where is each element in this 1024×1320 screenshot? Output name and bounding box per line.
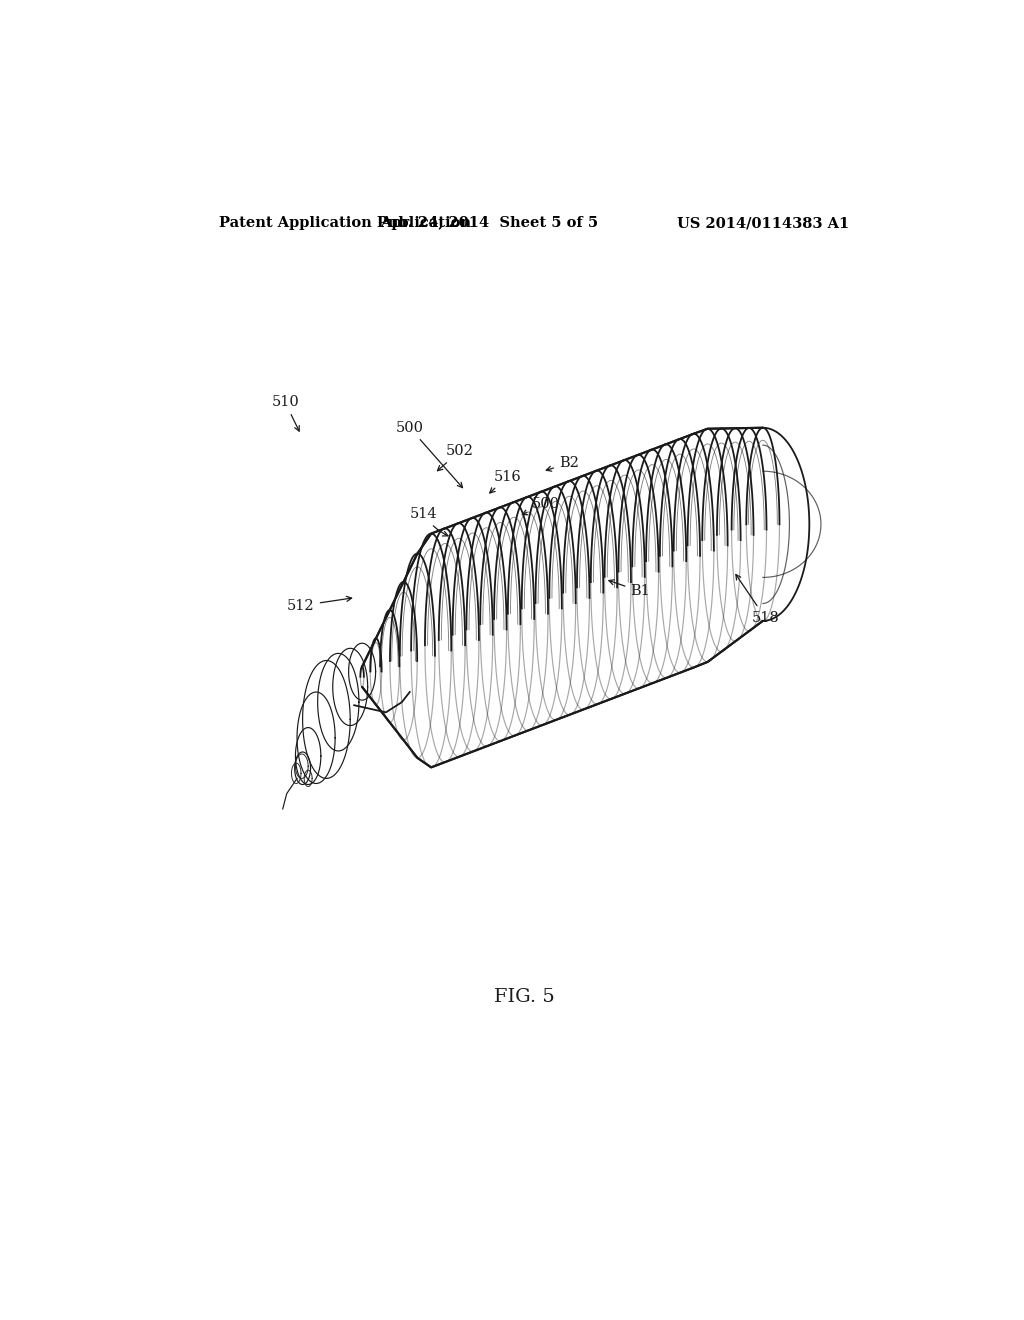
Text: FIG. 5: FIG. 5	[495, 987, 555, 1006]
Text: 500: 500	[522, 496, 560, 515]
Text: B1: B1	[609, 579, 650, 598]
Text: 500: 500	[395, 421, 463, 487]
Text: 510: 510	[271, 395, 299, 432]
Text: Patent Application Publication: Patent Application Publication	[219, 216, 471, 231]
Text: 512: 512	[287, 597, 351, 612]
Text: 514: 514	[410, 507, 447, 536]
Text: 516: 516	[489, 470, 521, 492]
Text: B2: B2	[546, 457, 579, 471]
Text: US 2014/0114383 A1: US 2014/0114383 A1	[677, 216, 849, 231]
Text: 502: 502	[437, 444, 474, 471]
Text: Apr. 24, 2014  Sheet 5 of 5: Apr. 24, 2014 Sheet 5 of 5	[380, 216, 598, 231]
Text: 518: 518	[736, 574, 779, 624]
